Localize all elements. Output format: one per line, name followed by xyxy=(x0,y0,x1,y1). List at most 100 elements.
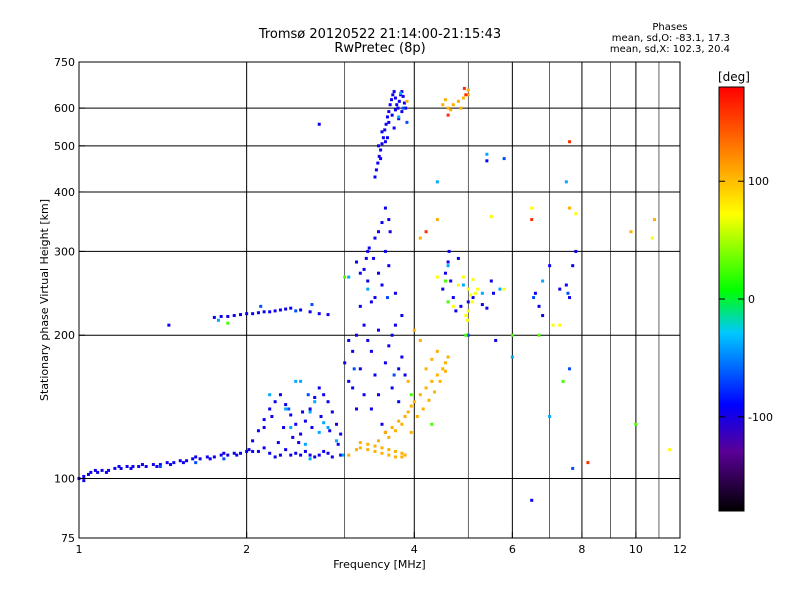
data-point xyxy=(418,236,422,240)
data-point xyxy=(380,221,384,225)
data-point xyxy=(461,96,465,100)
data-point xyxy=(480,291,484,295)
data-point xyxy=(377,271,381,275)
data-point xyxy=(308,453,312,457)
data-point xyxy=(198,457,202,461)
data-point xyxy=(358,367,362,371)
data-point xyxy=(93,468,97,472)
data-point xyxy=(284,407,288,411)
data-point xyxy=(466,309,470,313)
data-point xyxy=(235,453,239,457)
data-point xyxy=(322,393,326,397)
data-point xyxy=(377,439,381,443)
data-point xyxy=(383,128,387,132)
data-point xyxy=(362,323,366,327)
data-point xyxy=(326,313,330,317)
y-tick-label: 500 xyxy=(54,140,75,153)
data-point xyxy=(441,103,445,107)
data-point xyxy=(461,283,465,287)
data-point xyxy=(262,446,266,450)
data-point xyxy=(339,453,343,457)
data-point xyxy=(212,455,216,459)
data-point xyxy=(530,498,534,502)
data-point xyxy=(415,414,419,418)
data-point xyxy=(385,115,389,119)
data-point xyxy=(366,338,370,342)
data-point xyxy=(537,304,541,308)
data-point xyxy=(251,439,255,443)
data-point xyxy=(158,463,162,467)
x-tick-label: 1 xyxy=(76,543,83,556)
data-point xyxy=(222,457,226,461)
data-point xyxy=(574,212,578,216)
data-point xyxy=(308,457,312,461)
data-point xyxy=(380,422,384,426)
data-point xyxy=(465,318,469,322)
data-point xyxy=(406,410,410,414)
data-point xyxy=(294,379,298,383)
data-point xyxy=(341,453,345,457)
data-point xyxy=(310,425,314,429)
data-point xyxy=(533,291,537,295)
data-point xyxy=(358,446,362,450)
data-point xyxy=(310,303,314,307)
data-point xyxy=(387,448,391,452)
data-point xyxy=(571,264,575,268)
data-point xyxy=(548,414,552,418)
data-point xyxy=(532,296,536,300)
x-tick-label: 8 xyxy=(578,543,585,556)
data-point xyxy=(430,357,434,361)
data-point xyxy=(466,287,470,291)
data-point xyxy=(471,296,475,300)
axes: 1 2 4 6 8 10 1275100200300400500600750Frequenc… xyxy=(38,56,687,571)
data-point xyxy=(390,425,394,429)
data-point xyxy=(574,249,578,253)
data-point xyxy=(446,264,450,268)
data-point xyxy=(369,349,373,353)
data-point xyxy=(131,464,135,468)
data-point xyxy=(273,455,277,459)
data-point xyxy=(294,309,298,313)
data-point xyxy=(443,98,447,102)
data-point xyxy=(256,429,260,433)
data-point xyxy=(447,249,451,253)
data-point xyxy=(208,457,212,461)
data-point xyxy=(402,101,406,105)
data-point xyxy=(443,369,447,373)
data-point xyxy=(216,318,220,322)
data-point xyxy=(355,448,359,452)
data-point xyxy=(347,379,351,383)
data-point xyxy=(178,459,182,463)
data-point xyxy=(158,464,162,468)
data-point xyxy=(96,470,100,474)
data-point xyxy=(151,463,155,467)
data-point xyxy=(358,271,362,275)
data-point xyxy=(541,314,545,318)
data-point xyxy=(571,466,575,470)
data-point xyxy=(273,309,277,313)
data-point xyxy=(387,120,391,124)
data-point xyxy=(397,117,401,121)
data-point xyxy=(401,106,405,110)
data-point xyxy=(306,393,310,397)
data-point xyxy=(401,94,405,98)
data-point xyxy=(301,410,305,414)
data-point xyxy=(653,218,657,222)
data-point xyxy=(389,98,393,102)
data-point xyxy=(366,279,370,283)
data-point xyxy=(113,466,117,470)
data-point xyxy=(313,395,317,399)
data-point xyxy=(377,328,381,332)
data-point xyxy=(374,168,378,172)
data-point xyxy=(510,333,514,337)
data-point xyxy=(222,451,226,455)
data-point xyxy=(473,291,477,295)
data-point xyxy=(373,444,377,448)
data-point xyxy=(140,463,144,467)
phases-x-stats: mean, sd,X: 102.3, 20.4 xyxy=(609,44,730,55)
data-point xyxy=(366,442,370,446)
data-point xyxy=(352,367,356,371)
data-point xyxy=(409,430,413,434)
data-point xyxy=(399,91,403,95)
